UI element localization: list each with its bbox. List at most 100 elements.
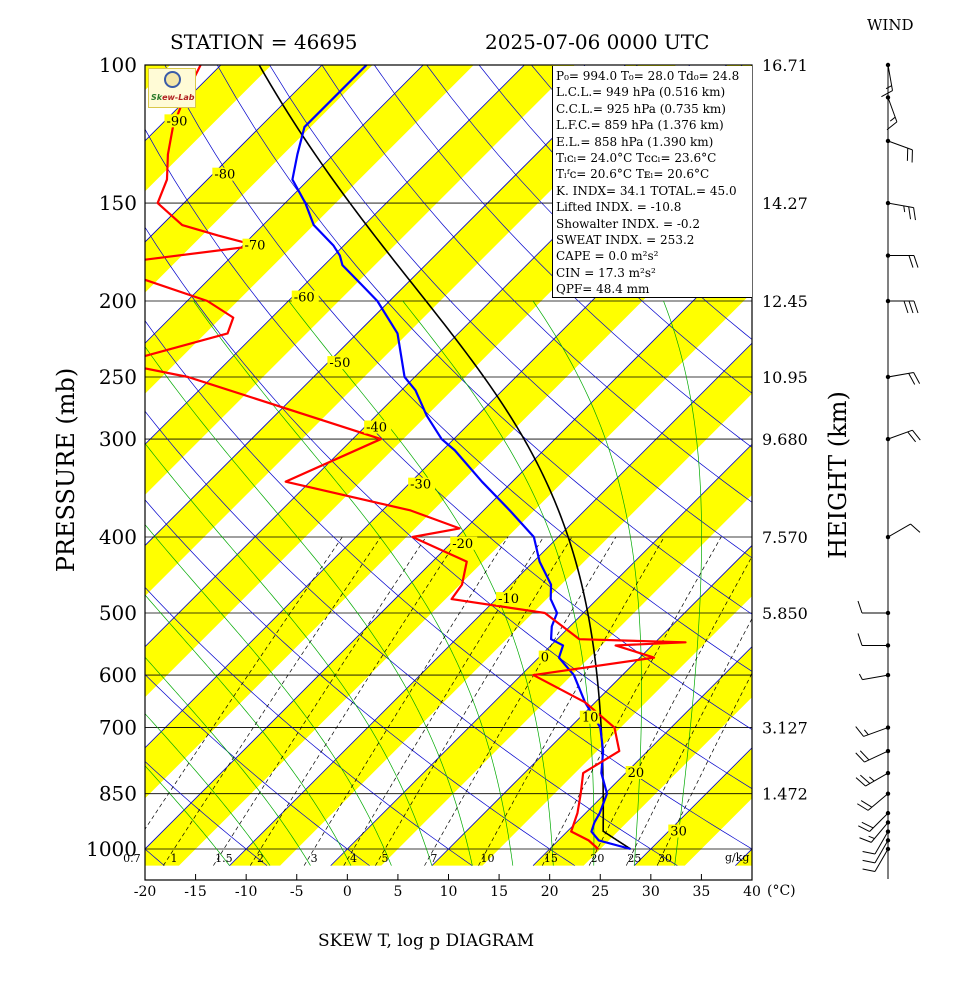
datetime-title: 2025-07-06 0000 UTC — [485, 30, 709, 54]
isotherm-line — [145, 65, 424, 344]
pressure-tick-label: 200 — [99, 289, 137, 313]
wind-barb-staff — [864, 750, 889, 763]
wind-barb-flag — [855, 752, 865, 763]
moist-adiabat — [145, 594, 352, 866]
isotherm-label-bg — [496, 592, 524, 606]
wind-barb-staff — [887, 523, 911, 538]
height-tick-label: 12.45 — [762, 292, 808, 311]
isotherm-label-bg — [408, 477, 436, 491]
index-line: Tₗᶠᴄ= 20.6°C Tᴇₗ= 20.6°C — [556, 167, 710, 182]
mixing-ratio-line — [249, 536, 460, 866]
pressure-tick-label: 300 — [99, 427, 137, 451]
isotherm-line — [0, 48, 36, 866]
wind-barb-flag — [886, 121, 898, 131]
wind-barb-half — [869, 776, 875, 782]
isotherm-label: -20 — [452, 537, 473, 552]
isotherm-label-bg — [291, 290, 319, 304]
wind-barb-half — [868, 835, 875, 840]
wind-barb-flag — [860, 774, 871, 784]
moist-adiabat — [145, 346, 473, 866]
isotherm-label-bg — [327, 356, 355, 370]
pressure-tick-label: 500 — [99, 601, 137, 625]
moist-adiabat — [532, 300, 642, 866]
wind-barb-flag — [859, 837, 872, 843]
x-tick-label: 15 — [490, 884, 508, 900]
isotherm-line — [145, 65, 323, 243]
parcel-path — [258, 65, 632, 850]
dry-adiabat — [145, 410, 678, 866]
moist-adiabat — [145, 656, 311, 866]
wind-barb-staff — [869, 812, 889, 832]
wind-barb-flag — [860, 800, 873, 808]
mixing-ratio-line — [656, 672, 752, 866]
isotherm-label-bg — [579, 710, 599, 724]
mixing-ratio-unit: g/kg — [725, 851, 749, 864]
isotherm-label-bg — [625, 766, 645, 780]
isotherm-label: 30 — [670, 825, 687, 840]
wind-barb-flag — [862, 851, 876, 855]
height-tick-label: 7.570 — [762, 528, 808, 547]
wind-barb-half — [863, 729, 869, 736]
isotherm-line — [229, 342, 752, 866]
dry-adiabat — [145, 320, 752, 850]
mixing-ratio-line — [303, 536, 509, 866]
dry-adiabat — [145, 499, 575, 866]
wind-barb-staff — [874, 848, 889, 872]
wind-barb-staff — [887, 429, 913, 440]
sounding-profiles — [145, 65, 687, 851]
moist-adiabat — [663, 300, 702, 866]
index-line: Lifted INDX. = -10.8 — [556, 200, 682, 215]
wind-barb-flag — [908, 206, 912, 220]
wind-barb-staff — [862, 674, 889, 681]
isotherm-label: -80 — [214, 168, 235, 183]
mixing-ratio-label: 1 — [171, 852, 178, 865]
wind-title: WIND — [867, 16, 914, 34]
mixing-ratio-line — [213, 536, 427, 866]
height-tick-label: 1.472 — [762, 785, 808, 804]
mixing-ratio-line — [588, 555, 752, 866]
wind-barb-staff — [887, 64, 894, 91]
wind-barb-flag — [913, 372, 921, 384]
isotherm-label: 20 — [628, 766, 645, 781]
wind-barb-staff — [867, 793, 889, 811]
moist-adiabat — [145, 713, 271, 866]
mixing-ratio-line — [375, 536, 573, 866]
pressure-tick-label: 100 — [99, 53, 137, 77]
pressure-tick-label: 600 — [99, 663, 137, 687]
index-line: SWEAT INDX. = 253.2 — [556, 233, 695, 248]
height-tick-label: 5.850 — [762, 604, 808, 623]
dry-adiabat — [164, 65, 752, 672]
x-tick-label: 10 — [440, 884, 458, 900]
isotherm-label-bg — [164, 114, 192, 128]
wind-barb-flag — [861, 821, 874, 829]
height-tick-label: 9.680 — [762, 430, 808, 449]
dry-adiabat — [145, 128, 752, 730]
station-title: STATION = 46695 — [170, 30, 358, 54]
index-line: L.F.C.= 859 hPa (1.376 km) — [556, 118, 724, 133]
wind-barb-staff — [874, 831, 889, 855]
x-tick-label: 35 — [693, 884, 711, 900]
index-line: QPF= 48.4 mm — [556, 282, 650, 297]
mixing-ratio-label: 15 — [544, 852, 558, 865]
wind-barb-flag — [862, 859, 876, 864]
index-line: P₀= 994.0 T₀= 28.0 Td₀= 24.8 — [556, 69, 740, 83]
index-line: C.C.L.= 925 hPa (0.735 km) — [556, 101, 726, 116]
isotherm-line — [145, 65, 525, 445]
wind-barb-staff — [887, 202, 914, 209]
mixing-ratio-label: 1.5 — [215, 852, 233, 865]
moist-adiabat — [145, 524, 392, 866]
height-tick-label: 3.127 — [762, 719, 808, 738]
dry-adiabat — [374, 65, 752, 448]
wind-barb-flag — [858, 825, 870, 832]
index-line: L.C.L.= 949 hPa (0.516 km) — [556, 85, 726, 100]
wind-barb-flag — [913, 255, 919, 268]
wind-panel — [855, 62, 921, 879]
isotherm-label: -50 — [329, 356, 350, 371]
isotherm-label: 10 — [582, 711, 599, 726]
wind-barb-flag — [903, 300, 909, 314]
axes: -20 -15 -10 -5 0 5 10 15 20 25 30 35 401001502002503… — [86, 53, 808, 900]
dry-adiabat — [793, 65, 960, 866]
x-tick-label: 20 — [541, 884, 559, 900]
x-tick-label: 5 — [393, 884, 402, 900]
wind-barb-flag — [912, 429, 921, 441]
